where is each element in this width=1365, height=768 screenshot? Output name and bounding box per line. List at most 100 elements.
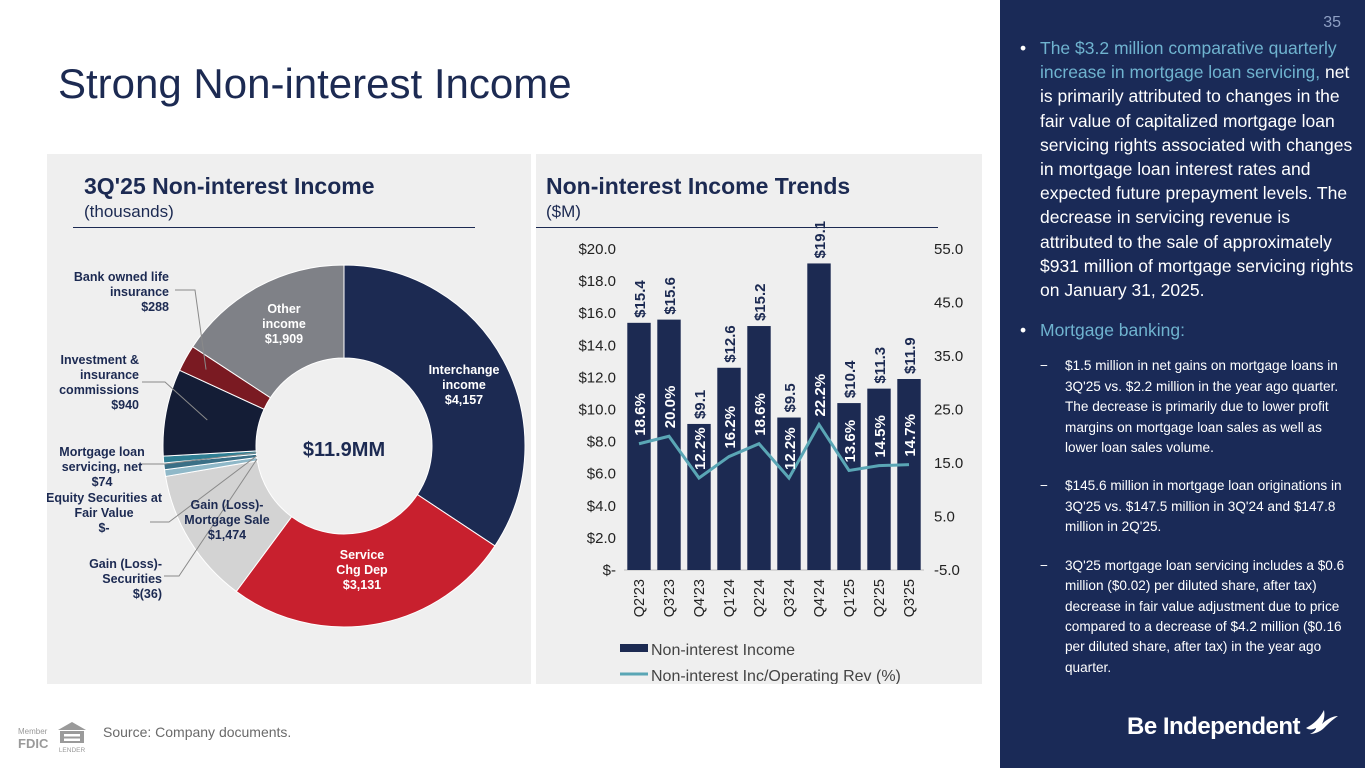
- donut-label: Investment & insurance commissions $940: [59, 353, 139, 412]
- donut-label-line: $-: [98, 521, 109, 535]
- bar-value-label: $9.5: [782, 383, 799, 412]
- ratio-value-label: 22.2%: [812, 374, 829, 417]
- bar-value-label: $15.4: [632, 280, 649, 318]
- sub-bullet-dash: −: [1040, 557, 1048, 573]
- x-tick-label: Q4'24: [812, 579, 828, 617]
- donut-label-line: Chg Dep: [336, 563, 388, 577]
- x-tick-label: Q2'23: [632, 579, 648, 617]
- commentary-sidebar: 35 • The $3.2 million comparative quarte…: [1000, 0, 1365, 768]
- sub-bullet-text: $1.5 million in net gains on mortgage lo…: [1065, 358, 1339, 456]
- y-right-tick-label: 15.0: [934, 455, 963, 472]
- donut-label-line: Mortgage loan: [59, 445, 144, 459]
- bar: [747, 326, 771, 570]
- donut-label: Interchange income $4,157: [429, 363, 500, 407]
- ratio-value-label: 18.6%: [632, 393, 649, 436]
- donut-label-line: Gain (Loss)-: [89, 557, 162, 571]
- y-left-tick-label: $14.0: [578, 337, 616, 354]
- x-tick-label: Q4'23: [692, 579, 708, 617]
- y-right-tick-label: -5.0: [934, 562, 960, 579]
- trend-panel-subtitle: ($M): [546, 202, 581, 221]
- y-left-tick-label: $2.0: [587, 530, 616, 547]
- y-left-tick-label: $-: [603, 562, 616, 579]
- eagle-logo-icon: [1306, 710, 1338, 734]
- donut-label-line: Interchange: [429, 363, 500, 377]
- bullet-servicing-text: net is primarily attributed to changes i…: [1040, 62, 1354, 301]
- donut-panel-title: 3Q'25 Non-interest Income: [84, 173, 375, 199]
- source-note: Source: Company documents.: [103, 724, 292, 740]
- donut-panel: 3Q'25 Non-interest Income (thousands) In…: [47, 154, 531, 684]
- sub-bullet: − $1.5 million in net gains on mortgage l…: [1020, 356, 1355, 458]
- legend-swatch-bar: [620, 644, 648, 652]
- donut-label: Equity Securities at Fair Value $-: [47, 491, 163, 535]
- donut-leader-line: [150, 455, 257, 523]
- trend-panel-rule: [536, 227, 938, 228]
- bar: [717, 367, 741, 570]
- donut-label-line: Other: [267, 302, 300, 316]
- trend-panel-title: Non-interest Income Trends: [546, 173, 851, 199]
- donut-label-line: servicing, net: [62, 460, 143, 474]
- ratio-value-label: 18.6%: [752, 393, 769, 436]
- fdic-text: FDIC: [18, 736, 49, 751]
- ratio-value-label: 20.0%: [662, 386, 679, 429]
- trend-panel: Non-interest Income Trends ($M) $- $2.0 $4…: [536, 154, 982, 684]
- donut-label: Service Chg Dep $3,131: [336, 548, 388, 592]
- y-left-tick-label: $16.0: [578, 305, 616, 322]
- donut-label-line: Investment &: [61, 353, 140, 367]
- donut-leader-line: [142, 381, 208, 421]
- x-tick-label: Q3'25: [902, 579, 918, 617]
- bullet-dot: •: [1020, 320, 1027, 341]
- donut-label-line: insurance: [80, 368, 139, 382]
- bar: [657, 319, 681, 570]
- donut-label-line: $74: [92, 475, 113, 489]
- donut-label-line: insurance: [110, 285, 169, 299]
- donut-slice: [343, 264, 526, 547]
- ratio-value-label: 14.7%: [902, 414, 919, 457]
- donut-label-line: Equity Securities at: [47, 491, 163, 505]
- donut-label: Bank owned life insurance $288: [74, 270, 169, 314]
- donut-center-label: $11.9MM: [303, 439, 385, 461]
- ratio-value-label: 13.6%: [842, 420, 859, 463]
- ratio-value-label: 12.2%: [692, 427, 709, 470]
- donut-label-line: income: [262, 317, 306, 331]
- y-left-tick-label: $8.0: [587, 434, 616, 451]
- bar-value-label: $19.1: [812, 221, 829, 259]
- donut-label-line: Securities: [102, 572, 162, 586]
- donut-leader-line: [140, 452, 257, 465]
- y-left-tick-label: $10.0: [578, 402, 616, 419]
- donut-label-line: Bank owned life: [74, 270, 169, 284]
- donut-label-line: $4,157: [445, 393, 483, 407]
- donut-label: Mortgage loan servicing, net $74: [59, 445, 144, 489]
- y-left-tick-label: $20.0: [578, 241, 616, 258]
- y-right-tick-label: 35.0: [934, 348, 963, 365]
- x-tick-label: Q2'25: [872, 579, 888, 617]
- bullet-servicing-highlight: The $3.2 million comparative quarterly i…: [1040, 38, 1337, 83]
- sub-bullet-text: 3Q'25 mortgage loan servicing includes a…: [1065, 557, 1345, 675]
- donut-label: Other income $1,909: [262, 302, 306, 346]
- donut-label-line: Gain (Loss)-: [191, 498, 264, 512]
- lender-text: LENDER: [59, 747, 86, 754]
- y-left-tick-label: $4.0: [587, 498, 616, 515]
- sub-bullet-text: $145.6 million in mortgage loan originat…: [1065, 478, 1342, 535]
- donut-label-line: $288: [141, 300, 169, 314]
- page-number: 35: [1323, 14, 1341, 31]
- y-left-tick-label: $6.0: [587, 466, 616, 483]
- sub-bullet-dash: −: [1040, 478, 1048, 494]
- bar-value-label: $12.6: [722, 325, 739, 363]
- donut-label-line: $940: [111, 398, 139, 412]
- x-tick-label: Q3'24: [782, 579, 798, 617]
- sub-bullet: − 3Q'25 mortgage loan servicing includes …: [1020, 556, 1355, 678]
- y-left-tick-label: $12.0: [578, 369, 616, 386]
- bar: [897, 379, 921, 570]
- bar: [867, 388, 891, 570]
- donut-leader-line: [175, 289, 207, 370]
- x-tick-label: Q3'23: [662, 579, 678, 617]
- donut-label-line: $1,909: [265, 332, 303, 346]
- brand-wordmark: Be Independent: [1127, 713, 1301, 740]
- y-right-tick-label: 45.0: [934, 295, 963, 312]
- y-right-tick-label: 25.0: [934, 402, 963, 419]
- donut-slice: [191, 264, 345, 399]
- fdic-logo: Member FDIC LENDER: [14, 720, 86, 759]
- mortgage-sub-bullets: − $1.5 million in net gains on mortgage l…: [1020, 356, 1355, 678]
- sub-bullet: − $145.6 million in mortgage loan origina…: [1020, 476, 1355, 537]
